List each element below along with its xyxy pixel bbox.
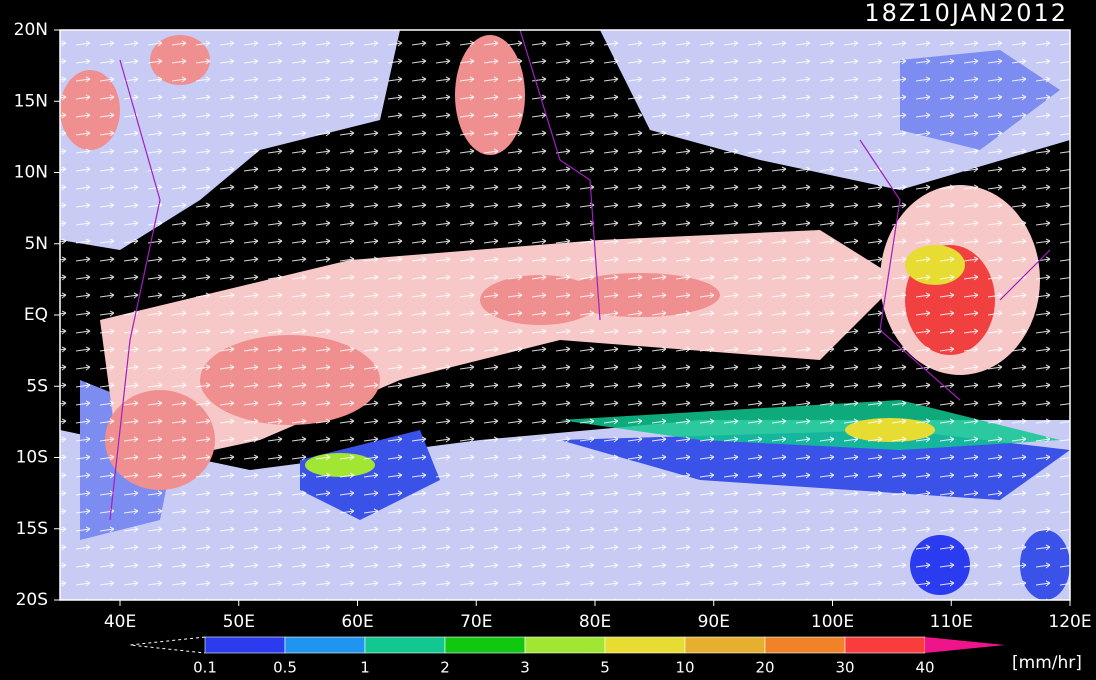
colorbar-label: 5 bbox=[600, 659, 610, 677]
lon-label: 60E bbox=[341, 612, 373, 632]
colorbar-segment bbox=[444, 636, 526, 654]
colorbar-segment bbox=[604, 636, 686, 654]
lat-label: 20N bbox=[14, 20, 48, 40]
title: 18Z10JAN2012 bbox=[864, 0, 1068, 27]
lat-label: 20S bbox=[16, 590, 48, 610]
colorbar-segment bbox=[684, 636, 766, 654]
lat-label: 5S bbox=[26, 376, 48, 396]
colorbar-label: 1 bbox=[360, 659, 370, 677]
colorbar-over-arrow bbox=[925, 637, 1005, 653]
lon-label: 90E bbox=[698, 612, 730, 632]
colorbar-under-arrow bbox=[129, 636, 206, 654]
colorbar-label: 30 bbox=[835, 659, 854, 677]
field bbox=[60, 30, 1070, 600]
lon-label: 50E bbox=[223, 612, 255, 632]
colorbar-segment bbox=[284, 636, 366, 654]
lat-label: 15N bbox=[14, 91, 48, 111]
lat-label: EQ bbox=[24, 305, 48, 325]
colorbar-label: 0.5 bbox=[273, 659, 297, 677]
colorbar-label: 20 bbox=[755, 659, 774, 677]
colorbar-segment bbox=[764, 636, 846, 654]
colorbar-label: 40 bbox=[915, 659, 934, 677]
lon-label: 70E bbox=[460, 612, 492, 632]
colorbar-segment bbox=[204, 636, 286, 654]
lat-label: 10S bbox=[16, 448, 48, 468]
colorbar-label: 3 bbox=[520, 659, 530, 677]
colorbar-segment bbox=[524, 636, 606, 654]
colorbar-label: 2 bbox=[440, 659, 450, 677]
lat-label: 15S bbox=[16, 519, 48, 539]
colorbar-label: 10 bbox=[675, 659, 694, 677]
lon-label: 110E bbox=[930, 612, 973, 632]
lon-label: 80E bbox=[579, 612, 611, 632]
colorbar-segment bbox=[364, 636, 446, 654]
lat-label: 5N bbox=[24, 234, 48, 254]
colorbar-unit: [mm/hr] bbox=[1012, 653, 1082, 673]
lon-label: 120E bbox=[1048, 612, 1091, 632]
lon-label: 100E bbox=[811, 612, 854, 632]
lon-label: 40E bbox=[104, 612, 136, 632]
lat-label: 10N bbox=[14, 163, 48, 183]
colorbar-segment bbox=[844, 636, 926, 654]
colorbar-label: 0.1 bbox=[193, 659, 217, 677]
